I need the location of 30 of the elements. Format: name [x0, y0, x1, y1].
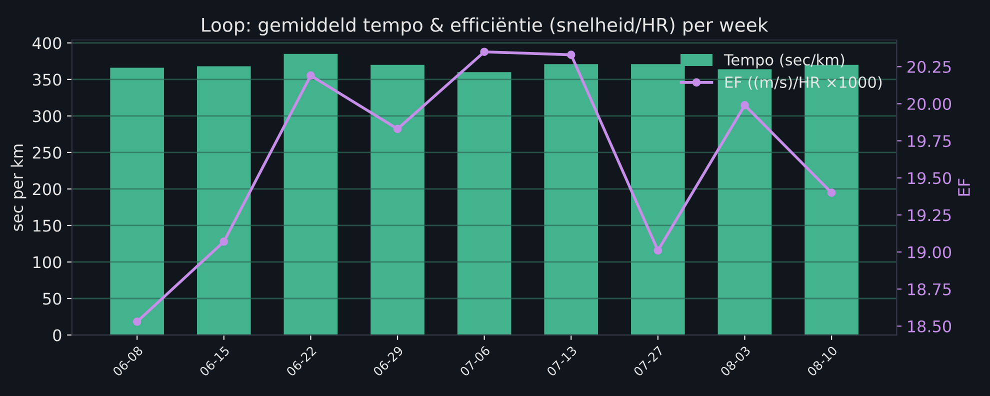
point	[132, 318, 142, 326]
y2-tick-label: 19.75	[908, 135, 951, 148]
point	[740, 101, 749, 110]
y-tick-label: 400	[32, 37, 62, 50]
y-tick-label: 250	[32, 146, 62, 159]
y-tick-label: 50	[43, 292, 62, 305]
y2-axis-title: EF	[958, 178, 970, 196]
y2-tick-label: 18.75	[908, 283, 951, 296]
y-tick-label: 350	[32, 74, 62, 86]
y-tick-label: 200	[32, 183, 62, 196]
point	[654, 246, 662, 255]
y-tick-label: 0	[53, 329, 62, 342]
chart-title: Loop: gemiddeld tempo & efficiëntie (snelheid/HR) per week	[202, 17, 768, 36]
y2-tick-label: 19.25	[908, 209, 951, 222]
y2-tick-label: 18.50	[908, 320, 952, 332]
point	[306, 71, 315, 80]
y2-tick-label: 20.00	[908, 98, 952, 110]
point	[566, 50, 576, 59]
y2-tick-label: 19.00	[908, 246, 952, 258]
point	[393, 124, 402, 134]
point	[827, 188, 836, 197]
y-axis-title: sec per km	[10, 144, 26, 231]
legend-label: Tempo (sec/km)	[724, 54, 844, 69]
y-tick-label: 150	[34, 220, 62, 232]
y-tick-label: 300	[32, 110, 62, 122]
y2-tick-label: 20.25	[908, 60, 951, 73]
y2-tick-label: 19.50	[908, 172, 952, 184]
y-tick-label: 100	[34, 256, 62, 268]
point	[480, 48, 488, 56]
point	[220, 237, 228, 246]
